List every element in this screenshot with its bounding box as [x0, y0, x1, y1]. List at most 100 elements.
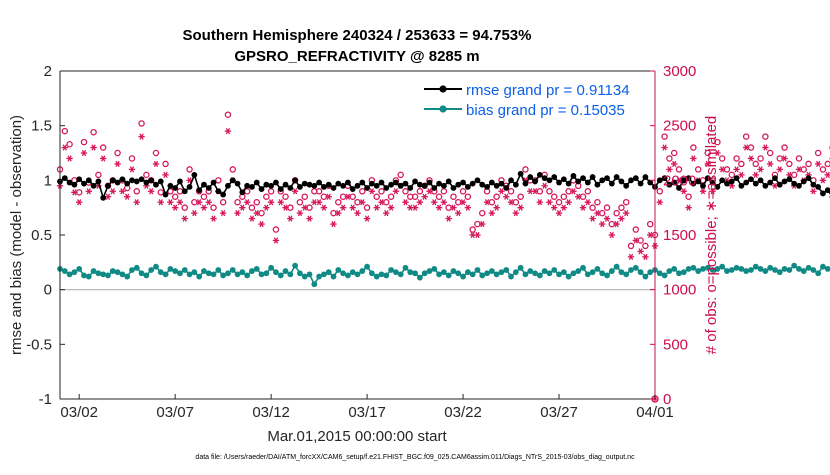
bias-point [273, 269, 279, 275]
bias-point [676, 270, 682, 276]
plot-area [60, 71, 655, 399]
rmse-point [407, 185, 413, 191]
rmse-point [767, 180, 773, 186]
rmse-point [527, 174, 533, 180]
rmse-point [383, 185, 389, 191]
rmse-point [244, 183, 250, 189]
rmse-point [249, 184, 255, 190]
rmse-point [595, 182, 601, 188]
bias-point [215, 267, 221, 273]
rmse-point [556, 180, 562, 186]
bias-point [403, 265, 409, 271]
bias-point [489, 268, 495, 274]
bias-point [143, 273, 149, 279]
rmse-point [484, 184, 490, 190]
rmse-point [815, 184, 821, 190]
rmse-point [762, 183, 768, 189]
bias-point [62, 268, 68, 274]
obs-assimilated-point [753, 172, 759, 178]
rmse-point [518, 171, 524, 177]
obs-possible-point [816, 150, 821, 155]
rmse-point [508, 177, 514, 183]
bias-point [86, 274, 92, 280]
rmse-point [191, 172, 197, 178]
rmse-point [547, 177, 553, 183]
bias-point [412, 270, 418, 276]
obs-possible-point [820, 167, 825, 172]
bias-point [475, 267, 481, 273]
bias-point [191, 269, 197, 275]
bias-point [455, 270, 461, 276]
rmse-point [302, 181, 308, 187]
bias-point [782, 266, 788, 272]
bias-point [470, 271, 476, 277]
bias-point [331, 274, 337, 280]
rmse-point [719, 177, 725, 183]
rmse-point [105, 183, 111, 189]
rmse-point [259, 186, 265, 192]
bias-point [398, 271, 404, 277]
rmse-point [153, 182, 159, 188]
rmse-point [225, 183, 231, 189]
bias-point [297, 270, 303, 276]
bias-point [786, 267, 792, 273]
bias-point [719, 264, 725, 270]
bias-point [407, 269, 413, 275]
bias-point [643, 274, 649, 280]
rmse-point [379, 180, 385, 186]
bias-point [638, 269, 644, 275]
bias-point [163, 271, 169, 277]
rmse-point [489, 180, 495, 186]
bias-point [230, 267, 236, 273]
rmse-point [182, 188, 188, 194]
obs-possible-point [662, 134, 667, 139]
rmse-point [796, 183, 802, 189]
obs-possible-point [768, 150, 773, 155]
bias-point [791, 263, 797, 269]
rmse-point [422, 183, 428, 189]
bias-point [182, 267, 188, 273]
bias-point [148, 267, 154, 273]
rmse-point [326, 182, 332, 188]
rmse-point [566, 181, 572, 187]
bias-point [633, 265, 639, 271]
rmse-point [196, 187, 202, 193]
bias-point [547, 270, 553, 276]
x-tick-label: 03/17 [348, 404, 386, 421]
obs-assimilated-point [815, 161, 821, 167]
obs-possible-point [763, 134, 768, 139]
rmse-point [499, 181, 505, 187]
rmse-point [734, 175, 740, 181]
rmse-point [729, 179, 735, 185]
rmse-point [801, 179, 807, 185]
rmse-point [278, 186, 284, 192]
y-axis-left-label: rmse and bias (model - observation) [8, 115, 25, 355]
rmse-point [254, 180, 260, 186]
bias-point [379, 271, 385, 277]
bias-point [81, 273, 87, 279]
bias-point [254, 266, 260, 272]
rmse-point [758, 177, 764, 183]
rmse-point [753, 181, 759, 187]
rmse-point [590, 174, 596, 180]
legend-bias-marker [439, 105, 446, 112]
obs-assimilated-point [657, 199, 663, 205]
x-tick-label: 03/22 [444, 404, 482, 421]
rmse-point [580, 175, 586, 181]
obs-assimilated-point [661, 145, 667, 151]
rmse-point [532, 179, 538, 185]
rmse-point [806, 175, 812, 181]
rmse-point [91, 183, 97, 189]
bias-point [566, 274, 572, 280]
bias-point [523, 271, 529, 277]
y-right-tick-label: 1500 [663, 227, 696, 244]
rmse-point [172, 185, 178, 191]
rmse-point [95, 179, 101, 185]
bias-point [690, 265, 696, 271]
rmse-point [359, 180, 365, 186]
rmse-point [297, 184, 303, 190]
rmse-point [215, 188, 221, 194]
bias-point [225, 270, 231, 276]
obs-assimilated-point [757, 167, 763, 173]
